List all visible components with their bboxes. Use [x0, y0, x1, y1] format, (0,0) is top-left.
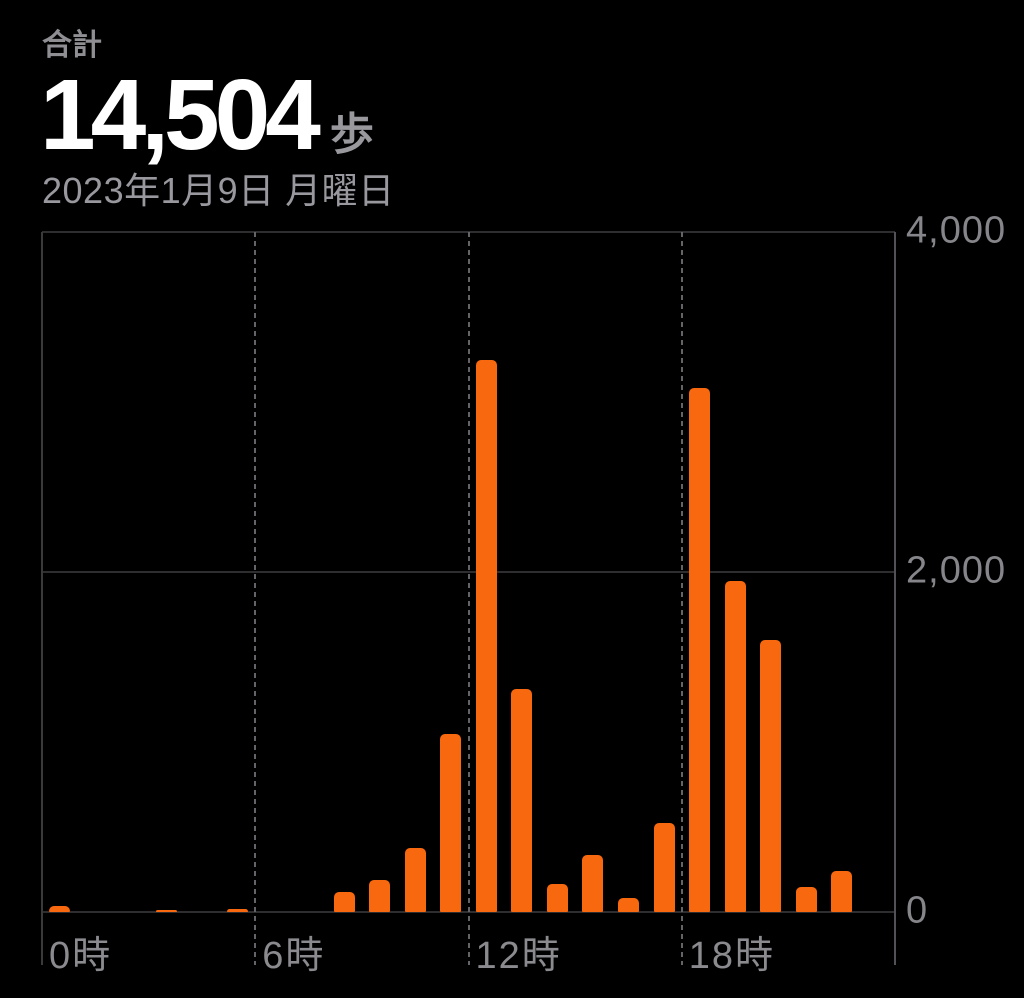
bar-hour-8[interactable]	[333, 891, 355, 912]
steps-unit-label: 歩	[329, 110, 374, 159]
bar-hour-13[interactable]	[511, 688, 533, 912]
bar-hour-16[interactable]	[617, 897, 639, 912]
bar-hour-5[interactable]	[227, 908, 248, 912]
bar-hour-22[interactable]	[831, 870, 853, 912]
x-axis-tick-label-0h: 0時	[49, 935, 113, 977]
bar-hour-19[interactable]	[724, 580, 746, 912]
date-label: 2023年1月9日 月曜日	[42, 170, 395, 211]
bar-hour-21[interactable]	[795, 886, 817, 912]
bar-hour-11[interactable]	[440, 733, 462, 912]
bar-hour-10[interactable]	[404, 847, 426, 912]
total-steps-value: 14,504	[40, 59, 321, 171]
y-axis-tick-label: 2,000	[906, 549, 1007, 592]
x-gridline-24h	[894, 232, 896, 965]
total-row: 14,504 歩	[40, 58, 374, 173]
bar-hour-15[interactable]	[582, 854, 604, 912]
bar-hour-17[interactable]	[653, 822, 675, 913]
y-axis-tick-label: 4,000	[906, 209, 1007, 252]
bar-hour-18[interactable]	[689, 387, 710, 912]
bar-hour-0[interactable]	[49, 906, 71, 912]
x-gridline-0h	[41, 232, 43, 965]
y-axis-tick-label: 0	[906, 889, 929, 932]
bar-hour-12[interactable]	[475, 360, 497, 912]
x-axis-tick-label-12h: 12時	[475, 935, 562, 977]
bar-hour-14[interactable]	[546, 883, 568, 912]
x-axis-tick-label-6h: 6時	[262, 935, 326, 977]
bar-hour-9[interactable]	[369, 879, 391, 912]
x-gridline-12h	[467, 232, 470, 965]
x-gridline-18h	[680, 232, 683, 965]
total-label: 合計	[42, 29, 102, 62]
x-axis-tick-label-18h: 18時	[688, 935, 776, 977]
bar-hour-3[interactable]	[155, 910, 177, 912]
x-gridline-6h	[254, 232, 257, 965]
bar-hour-20[interactable]	[760, 639, 782, 912]
